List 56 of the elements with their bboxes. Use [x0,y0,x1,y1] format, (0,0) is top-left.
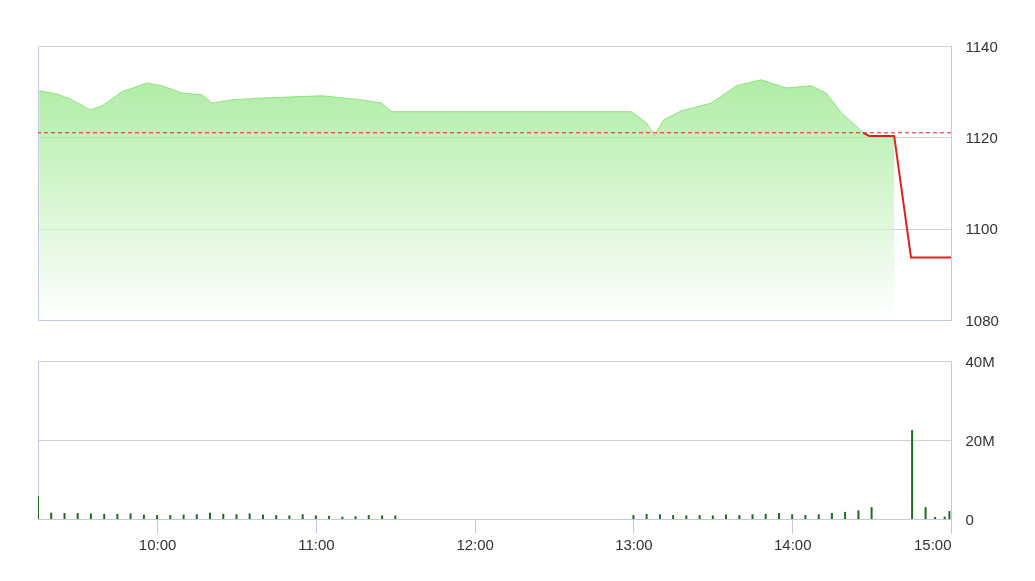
bar [394,515,397,519]
bar [658,514,661,519]
bar [857,510,860,519]
x-tick-label: 13:00 [615,535,653,553]
bar [711,515,714,519]
bar [791,514,794,519]
bar [50,512,53,519]
bar [645,513,648,519]
bar [354,516,357,519]
y-tick-label: 1100 [965,220,998,238]
bar [924,507,927,519]
y-tick-label: 40M [965,352,995,370]
bar [830,513,833,519]
bar [195,514,198,519]
x-tick-label: 11:00 [298,535,335,553]
bar [751,514,754,519]
bar [685,515,688,519]
bar [367,515,370,519]
x-tick-label: 12:00 [456,535,494,553]
bar [817,514,820,519]
bar [235,514,238,519]
bar [328,515,331,519]
bar [778,513,781,519]
bar [222,513,225,519]
bar [89,513,92,519]
bar [870,507,873,519]
y-tick-label: 20M [965,431,995,449]
bar [632,515,635,519]
bar [911,430,914,519]
bar [288,515,291,519]
bar [248,513,251,519]
bar [129,513,132,519]
bar [116,513,119,519]
bar [103,513,106,519]
bar [314,515,317,519]
bar [208,512,211,519]
x-tick-label: 15:00 [913,535,952,553]
y-tick-label: 1080 [965,311,999,329]
bar [169,515,172,519]
bar [698,515,701,519]
bar [76,513,79,519]
y-tick-label: 1140 [965,37,998,55]
bar [672,515,675,519]
bar [275,515,278,519]
bar [764,513,767,519]
y-tick-label: 1120 [965,128,998,146]
bar [948,511,951,519]
bar [381,515,384,519]
x-tick-label: 14:00 [773,535,812,553]
bar [301,514,304,519]
bar [804,515,807,519]
x-tick-label: 10:00 [138,535,177,553]
y-tick-label: 0 [965,510,974,528]
bar [156,515,159,519]
bar [844,511,847,519]
bar [738,515,741,519]
